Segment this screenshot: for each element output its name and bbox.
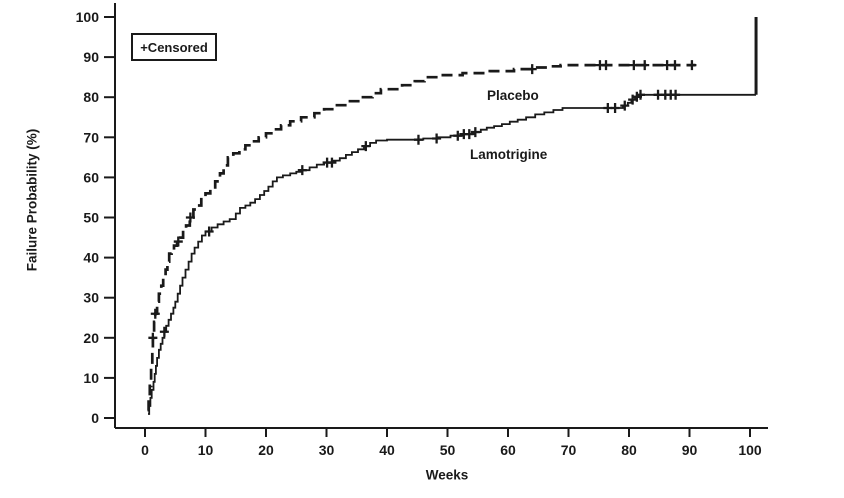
lamotrigine-censor-mark: [327, 157, 337, 168]
x-tick-label: 60: [500, 442, 516, 458]
placebo-censor-mark: [687, 60, 697, 71]
lamotrigine-curve: [148, 93, 756, 415]
placebo-curve: [147, 63, 696, 412]
x-axis-title: Weeks: [425, 467, 469, 483]
lamotrigine-censor-mark: [453, 130, 463, 141]
lamotrigine-censor-mark: [361, 141, 371, 152]
x-tick-label: 20: [258, 442, 274, 458]
y-tick-label: 40: [83, 250, 99, 266]
x-tick-label: 70: [561, 442, 577, 458]
y-tick-label: 80: [83, 89, 99, 105]
censored-legend-label: +Censored: [140, 39, 208, 55]
x-tick-label: 10: [198, 442, 214, 458]
placebo-censor-mark: [527, 64, 537, 75]
x-tick-label: 90: [682, 442, 698, 458]
censored-legend: +Censored: [131, 33, 217, 61]
x-tick-label: 50: [440, 442, 456, 458]
placebo-censor-mark: [173, 236, 183, 247]
lamotrigine-censor-mark: [610, 103, 620, 114]
placebo-censor-mark: [629, 60, 639, 71]
lamotrigine-censor-mark: [464, 129, 474, 140]
x-tick-label: 0: [141, 442, 149, 458]
placebo-censor-mark: [185, 212, 195, 223]
lamotrigine-censor-mark: [159, 326, 169, 337]
x-tick-label: 100: [738, 442, 762, 458]
lamotrigine-censor-mark: [204, 226, 214, 237]
y-tick-label: 30: [83, 290, 99, 306]
y-tick-label: 10: [83, 370, 99, 386]
placebo-censor-mark: [662, 60, 672, 71]
placebo-censor-mark: [150, 308, 160, 319]
lamotrigine-censor-mark: [635, 89, 645, 100]
x-tick-label: 30: [319, 442, 335, 458]
y-tick-label: 20: [83, 330, 99, 346]
y-tick-label: 60: [83, 169, 99, 185]
x-tick-label: 80: [621, 442, 637, 458]
lamotrigine-censor-mark: [470, 127, 480, 138]
y-axis-title: Failure Probability (%): [24, 128, 40, 272]
x-tick-label: 40: [379, 442, 395, 458]
lamotrigine-censor-mark: [432, 133, 442, 144]
lamotrigine-censor-mark: [671, 89, 681, 100]
placebo-censor-mark: [670, 60, 680, 71]
lamotrigine-series-label: Lamotrigine: [470, 147, 548, 162]
y-tick-label: 0: [91, 410, 99, 426]
placebo-censor-mark: [601, 60, 611, 71]
lamotrigine-censor-mark: [297, 165, 307, 176]
y-tick-label: 90: [83, 49, 99, 65]
placebo-series-label: Placebo: [487, 88, 539, 103]
y-tick-label: 100: [76, 9, 100, 25]
y-tick-label: 70: [83, 129, 99, 145]
lamotrigine-censor-mark: [620, 100, 630, 111]
lamotrigine-censor-mark: [413, 134, 423, 145]
y-tick-label: 50: [83, 210, 99, 226]
placebo-censor-mark: [640, 60, 650, 71]
placebo-censor-mark: [148, 332, 158, 343]
